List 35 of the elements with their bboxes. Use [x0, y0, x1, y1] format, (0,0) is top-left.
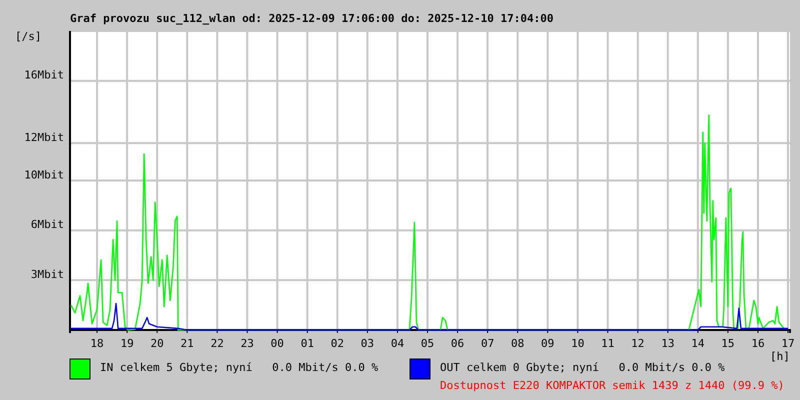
x-tick-label: 21 — [180, 336, 194, 350]
x-tick-label: 14 — [691, 336, 705, 350]
x-tick-label: 10 — [571, 336, 584, 350]
chart-title: Graf provozu suc_112_wlan od: 2025-12-09 17:06:00 do: 2025-12-10 17:04:00 — [70, 12, 554, 25]
x-tick-label: 13 — [661, 336, 674, 350]
x-tick-label: 20 — [150, 336, 164, 350]
x-tick-label: 00 — [270, 336, 284, 350]
x-tick-label: 16 — [751, 336, 765, 350]
x-tick-label: 22 — [210, 336, 224, 350]
x-tick-label: 17 — [781, 336, 795, 350]
x-tick-label: 06 — [450, 336, 464, 350]
x-tick-label: 05 — [420, 336, 434, 350]
x-tick-label: 01 — [300, 336, 314, 350]
text: Dostupnost E220 KOMPAKTOR semik 1439 z 1440 (99.9 %) — [440, 379, 784, 392]
x-tick-label: 07 — [480, 336, 494, 350]
y-axis-title: [/s] — [15, 30, 42, 43]
x-axis-title: [h] — [770, 350, 790, 363]
x-tick-label: 15 — [721, 336, 735, 350]
x-tick-label: 23 — [240, 336, 254, 350]
y-tick-label: 6Mbit — [30, 218, 64, 232]
y-tick-label: 16Mbit — [24, 68, 64, 82]
legend-label: OUT celkem 0 Gbyte; nyní 0.0 Mbit/s 0.0 % — [440, 361, 726, 374]
x-tick-label: 11 — [601, 336, 614, 350]
y-tick-label: 3Mbit — [30, 268, 64, 281]
x-tick-label: 02 — [330, 336, 344, 350]
x-tick-label: 19 — [120, 336, 134, 350]
y-tick-label: 12Mbit — [24, 130, 64, 144]
x-tick-label: 03 — [360, 336, 374, 350]
x-tick-label: 04 — [390, 336, 404, 350]
x-tick-label: 18 — [90, 336, 104, 350]
legend-label: IN celkem 5 Gbyte; nyní 0.0 Mbit/s 0.0 % — [100, 361, 379, 374]
x-tick-label: 12 — [631, 336, 644, 350]
y-tick-label: 10Mbit — [24, 168, 64, 182]
x-tick-label: 08 — [510, 336, 524, 350]
x-tick-label: 09 — [541, 336, 554, 350]
